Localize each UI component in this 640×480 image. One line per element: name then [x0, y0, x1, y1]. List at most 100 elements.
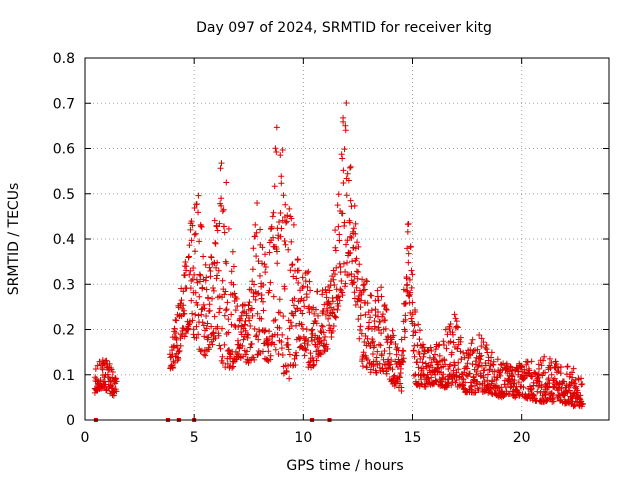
data-point [354, 239, 361, 246]
data-point [264, 342, 271, 349]
data-point [290, 221, 297, 228]
data-point [187, 267, 194, 274]
x-tick-label: 10 [294, 430, 312, 446]
data-point [340, 114, 347, 121]
data-point [214, 272, 221, 279]
data-point [404, 228, 411, 235]
data-point [311, 310, 318, 317]
data-point [199, 285, 206, 292]
data-point [282, 241, 289, 248]
data-point [308, 337, 315, 344]
data-point [341, 146, 348, 153]
y-tick-label: 0.4 [53, 232, 75, 248]
data-point [193, 276, 200, 283]
data-point [330, 306, 337, 313]
data-point [375, 297, 382, 304]
data-point [565, 397, 572, 404]
data-point [256, 328, 263, 335]
data-point [247, 344, 254, 351]
data-point [322, 286, 329, 293]
data-point [364, 356, 371, 363]
data-point [331, 282, 338, 289]
data-point [223, 306, 230, 313]
data-point [304, 284, 311, 291]
data-point [207, 268, 214, 275]
data-point [321, 347, 328, 354]
data-point [180, 288, 187, 295]
data-point [219, 353, 226, 360]
data-point [377, 318, 384, 325]
data-point [405, 259, 412, 266]
data-point [96, 358, 103, 365]
data-point [317, 328, 324, 335]
data-point [336, 237, 343, 244]
data-point [346, 219, 353, 226]
data-point [416, 327, 423, 334]
data-point [243, 348, 250, 355]
data-point [302, 337, 309, 344]
data-point [503, 360, 510, 367]
data-point [545, 375, 552, 382]
data-point [512, 394, 519, 401]
data-point [212, 240, 219, 247]
data-point [396, 374, 403, 381]
data-point [285, 341, 292, 348]
data-point [193, 323, 200, 330]
data-point [424, 371, 431, 378]
data-point [391, 382, 398, 389]
data-point [455, 366, 462, 373]
data-point [228, 311, 235, 318]
data-point [201, 305, 208, 312]
data-point [373, 354, 380, 361]
data-point [283, 369, 290, 376]
data-point [358, 291, 365, 298]
data-point [450, 331, 457, 338]
data-point [257, 226, 264, 233]
data-point [360, 287, 367, 294]
data-point [225, 329, 232, 336]
data-point [202, 261, 209, 268]
data-point [221, 291, 228, 298]
data-point [406, 293, 413, 300]
data-point [518, 363, 525, 370]
data-point [483, 384, 490, 391]
data-point [457, 334, 464, 341]
data-point [253, 229, 260, 236]
data-point [336, 297, 343, 304]
data-point [282, 201, 289, 208]
data-point [332, 244, 339, 251]
data-point [349, 258, 356, 265]
data-point [182, 330, 189, 337]
data-point [254, 199, 261, 206]
data-point [290, 302, 297, 309]
data-point [215, 332, 222, 339]
data-point [180, 302, 187, 309]
data-point [216, 220, 223, 227]
data-point [256, 272, 263, 279]
data-point [193, 200, 200, 207]
data-point [300, 283, 307, 290]
data-point [273, 246, 280, 253]
data-point [229, 364, 236, 371]
data-point [288, 215, 295, 222]
data-point [248, 286, 255, 293]
data-point [196, 238, 203, 245]
data-point [433, 358, 440, 365]
data-point [300, 297, 307, 304]
data-point [394, 344, 401, 351]
data-point [508, 364, 514, 371]
data-point [178, 297, 185, 304]
data-point [476, 353, 483, 360]
data-point [358, 330, 365, 337]
data-point [279, 217, 286, 224]
data-point [194, 302, 201, 309]
data-point [200, 322, 207, 329]
data-point [335, 191, 342, 198]
y-tick-label: 0.3 [53, 277, 75, 293]
data-point [333, 264, 340, 271]
data-point [213, 223, 220, 230]
data-point [368, 292, 375, 299]
data-point [212, 239, 219, 246]
data-point [344, 170, 351, 177]
